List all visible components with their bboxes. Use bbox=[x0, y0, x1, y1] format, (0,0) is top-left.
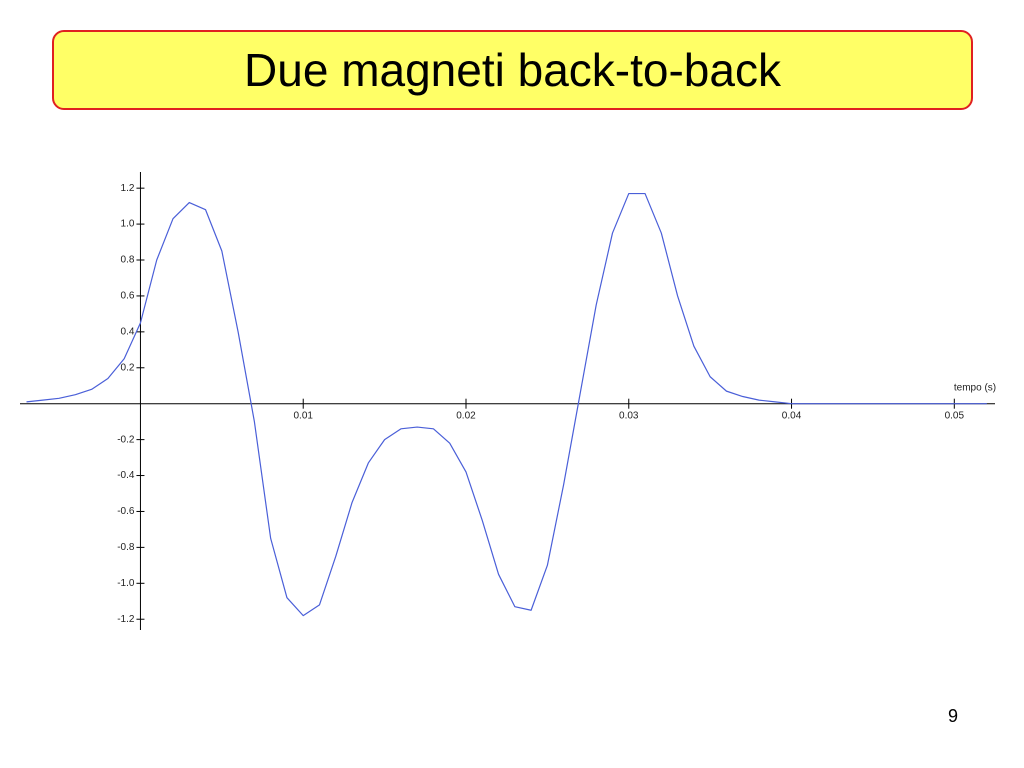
slide-title: Due magneti back-to-back bbox=[52, 30, 973, 110]
x-tick-label: 0.05 bbox=[945, 410, 965, 421]
y-tick-label: -0.2 bbox=[117, 434, 135, 445]
y-tick-label: -0.6 bbox=[117, 506, 135, 517]
x-tick-label: 0.03 bbox=[619, 410, 639, 421]
x-axis-label: tempo (s) bbox=[954, 382, 996, 393]
y-tick-label: -0.4 bbox=[117, 470, 135, 481]
y-tick-label: -0.8 bbox=[117, 542, 135, 553]
page-number: 9 bbox=[948, 706, 959, 726]
y-tick-label: -1.2 bbox=[117, 614, 135, 625]
x-tick-label: 0.04 bbox=[782, 410, 802, 421]
y-tick-label: -1.0 bbox=[117, 578, 135, 589]
x-tick-label: 0.01 bbox=[293, 410, 313, 421]
x-tick-label: 0.02 bbox=[456, 410, 476, 421]
y-tick-label: 0.8 bbox=[121, 255, 135, 266]
y-tick-label: 0.2 bbox=[121, 362, 135, 373]
data-line bbox=[26, 192, 987, 617]
y-tick-label: 1.2 bbox=[121, 183, 135, 194]
y-tick-label: 0.4 bbox=[121, 326, 135, 337]
y-tick-label: 0.6 bbox=[121, 291, 135, 302]
y-tick-label: 1.0 bbox=[121, 219, 135, 230]
